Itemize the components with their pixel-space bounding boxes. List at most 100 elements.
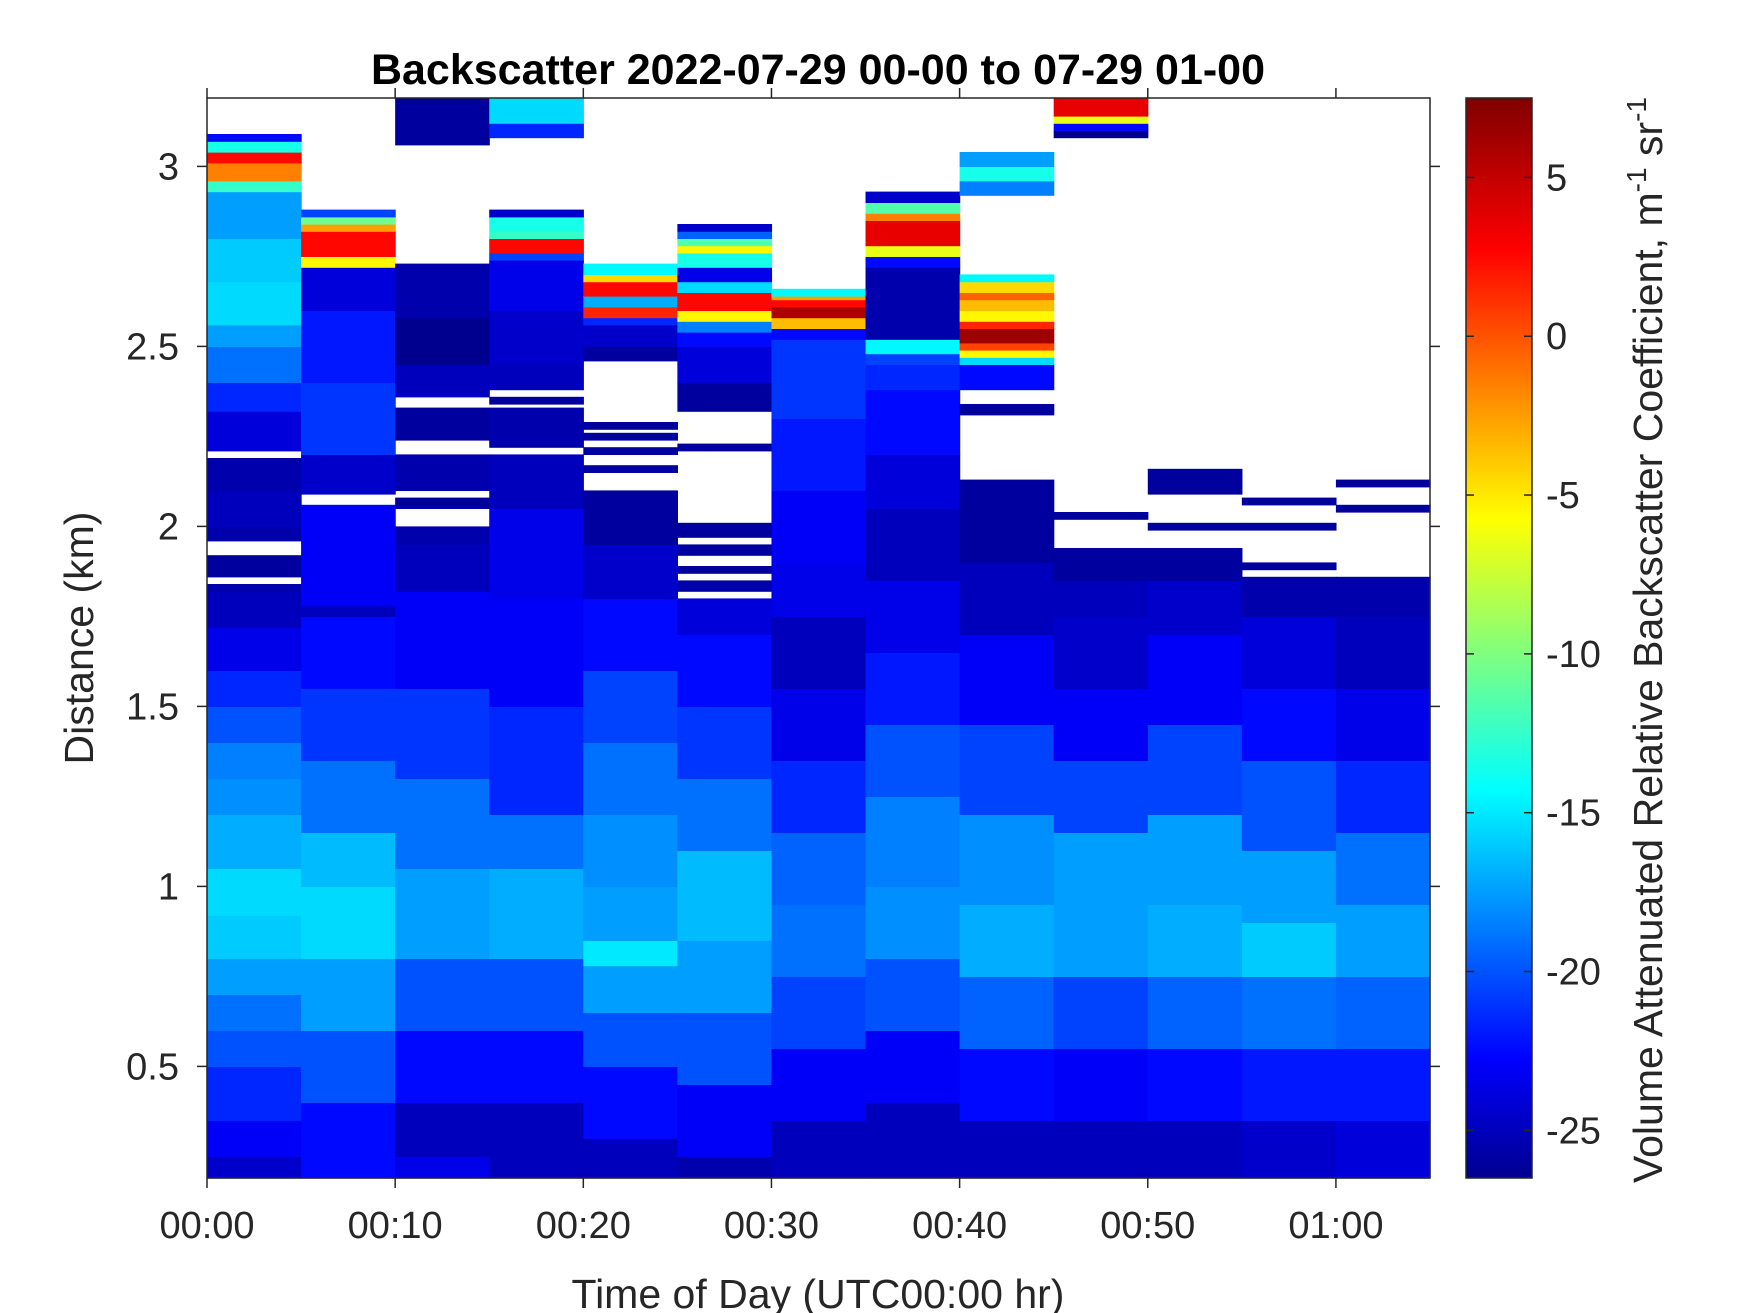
heatmap-cell — [1241, 850, 1337, 923]
x-tick-label: 00:00 — [159, 1205, 254, 1247]
x-tick-label: 00:10 — [348, 1205, 443, 1247]
heatmap-cell — [395, 958, 490, 1031]
colorbar-tick-label: -25 — [1546, 1110, 1601, 1152]
heatmap-cell — [1335, 976, 1431, 1049]
heatmap-cell — [677, 566, 773, 574]
heatmap-cell — [489, 1030, 584, 1103]
heatmap-cell — [677, 1084, 773, 1157]
x-tick-label: 00:30 — [724, 1205, 819, 1247]
heatmap-cell — [865, 1102, 961, 1179]
y-tick-label: 2.5 — [126, 326, 179, 368]
heatmap-cell — [677, 346, 773, 383]
heatmap-cell — [1335, 504, 1431, 513]
heatmap-cell — [301, 616, 396, 689]
x-axis-ticks: 00:00 00:10 00:20 00:30 00:40 00:50 01:00 — [159, 88, 1383, 1247]
heatmap-cell — [1147, 522, 1243, 531]
heatmap-cell — [301, 688, 396, 761]
heatmap-cell — [489, 396, 584, 405]
heatmap-cell — [677, 706, 773, 779]
heatmap-cell — [959, 166, 1055, 182]
heatmap-cell — [489, 260, 584, 311]
heatmap-cell — [207, 458, 302, 491]
heatmap-cell — [771, 328, 867, 340]
heatmap-cell — [865, 508, 961, 581]
heatmap-cell — [583, 306, 678, 319]
heatmap-cell — [1147, 468, 1243, 495]
colorbar-label-main: Volume Attenuated Relative Backscatter C… — [1625, 192, 1671, 1183]
heatmap-cell — [959, 357, 1055, 365]
heatmap-cell — [583, 1138, 678, 1179]
heatmap-cell — [301, 256, 396, 268]
colorbar-label-unit-text: sr — [1625, 122, 1671, 168]
heatmap-cell — [677, 443, 773, 452]
heatmap-cell — [959, 350, 1055, 358]
heatmap-cell — [959, 1120, 1055, 1179]
heatmap-cell — [1241, 497, 1337, 506]
heatmap-cell — [1053, 616, 1149, 689]
heatmap-cell — [677, 252, 773, 268]
heatmap-cell — [207, 152, 302, 164]
colorbar-tick-label: -10 — [1546, 634, 1601, 676]
heatmap-cell — [1147, 580, 1243, 635]
heatmap-cell — [865, 245, 961, 257]
heatmap-cell — [583, 965, 678, 1013]
heatmap-cell — [583, 296, 678, 308]
heatmap-cell — [1241, 522, 1337, 531]
heatmap-cell — [583, 274, 678, 283]
heatmap-cell — [959, 292, 1055, 301]
heatmap-cell — [395, 454, 490, 491]
heatmap-cell — [207, 1030, 302, 1067]
heatmap-cell — [771, 1120, 867, 1179]
heatmap-cell — [395, 407, 490, 441]
heatmap-cell — [677, 231, 773, 239]
heatmap-cell — [583, 1012, 678, 1067]
heatmap-cell — [395, 544, 490, 592]
heatmap-cell — [301, 832, 396, 887]
heatmap-cell — [207, 346, 302, 383]
heatmap-cell — [959, 299, 1055, 311]
heatmap-cell — [207, 994, 302, 1031]
heatmap-cell — [301, 231, 396, 257]
heatmap-cell — [1241, 1120, 1337, 1179]
heatmap-cell — [1241, 616, 1337, 689]
heatmap-cell — [865, 267, 961, 340]
heatmap-cell — [489, 238, 584, 254]
heatmap-cell — [865, 454, 961, 509]
heatmap-cells — [207, 98, 1431, 1179]
heatmap-cell — [677, 310, 773, 322]
heatmap-cell — [1147, 724, 1243, 815]
heatmap-cell — [489, 231, 584, 239]
heatmap-cell — [959, 364, 1055, 391]
heatmap-cell — [583, 281, 678, 297]
heatmap-cell — [1053, 548, 1149, 581]
heatmap-cell — [1241, 760, 1337, 851]
y-axis-label: Distance (km) — [56, 512, 102, 765]
heatmap-cell — [771, 616, 867, 689]
heatmap-cell — [395, 317, 490, 365]
heatmap-cell — [207, 1156, 302, 1179]
heatmap-cell — [959, 634, 1055, 725]
heatmap-cell — [207, 324, 302, 347]
heatmap-cell — [207, 382, 302, 412]
heatmap-cell — [583, 447, 678, 455]
colorbar-tick-label: 0 — [1546, 316, 1567, 358]
heatmap-cell — [489, 508, 584, 599]
heatmap-cell — [301, 886, 396, 959]
heatmap-cell — [207, 191, 302, 239]
heatmap-cell — [207, 915, 302, 959]
y-tick-label: 1.5 — [126, 686, 179, 728]
heatmap-cell — [207, 627, 302, 671]
heatmap-cell — [583, 422, 678, 430]
heatmap-cell — [771, 1048, 867, 1121]
heatmap-cell — [207, 778, 302, 815]
heatmap-cell — [583, 263, 678, 275]
heatmap-cell — [1335, 616, 1431, 689]
heatmap-cell — [1147, 904, 1243, 977]
heatmap-cell — [771, 760, 867, 833]
heatmap-cell — [207, 584, 302, 592]
heatmap-cell — [395, 1156, 490, 1179]
colorbar-tick-label: -20 — [1546, 952, 1601, 994]
heatmap-cell — [1241, 1048, 1337, 1121]
heatmap-cell — [207, 141, 302, 153]
